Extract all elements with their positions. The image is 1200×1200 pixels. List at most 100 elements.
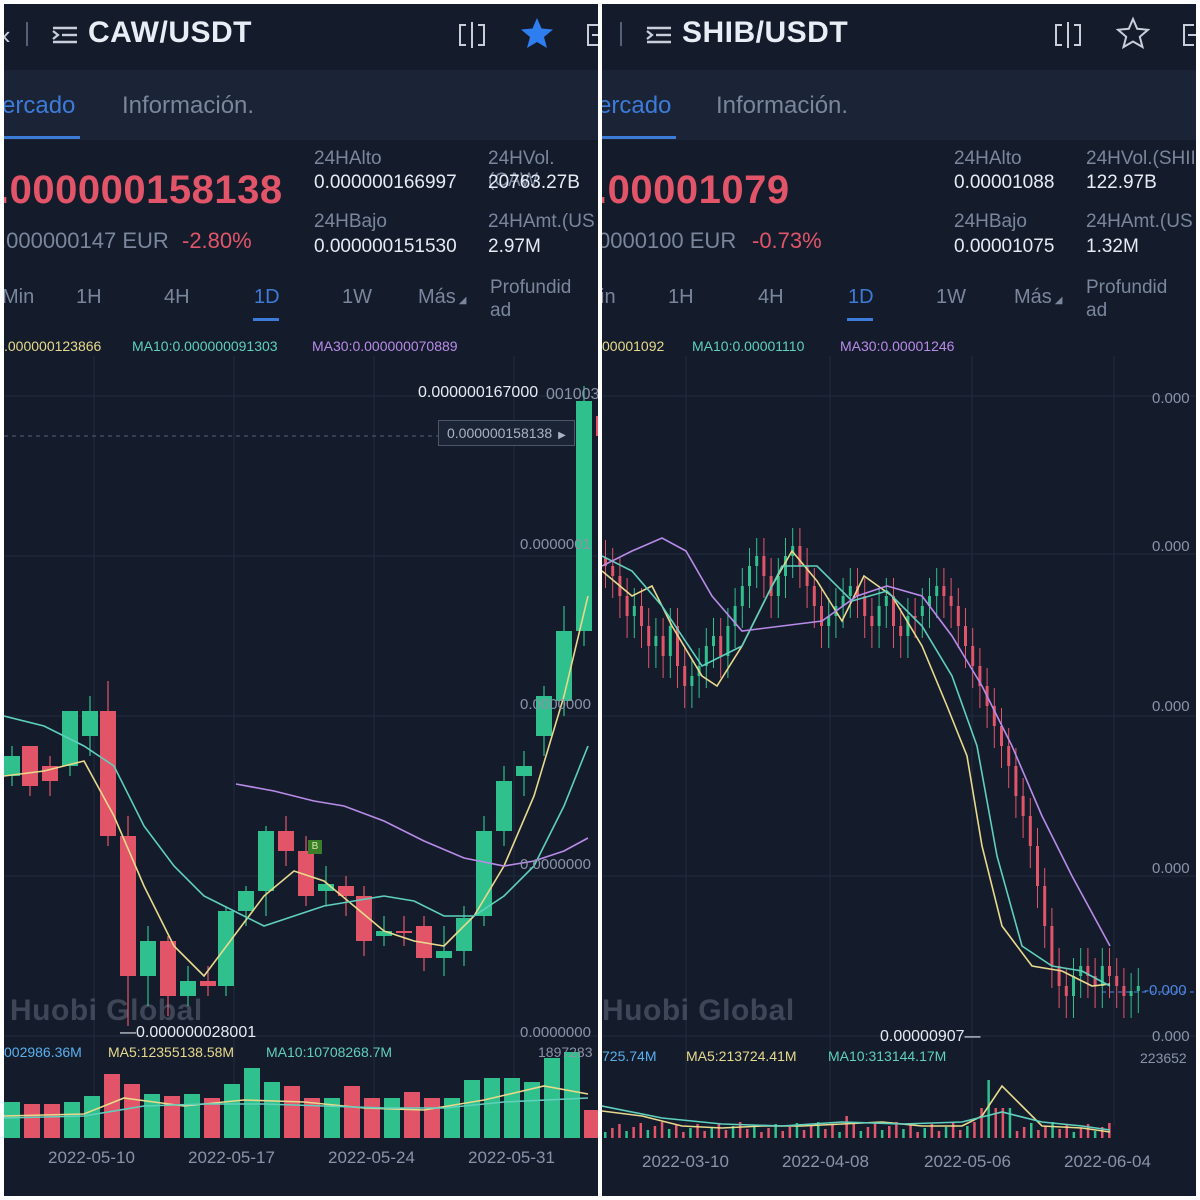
- depth-tab[interactable]: Profundid ad: [490, 277, 572, 321]
- volume-readout: 725.74M: [602, 1048, 657, 1064]
- candle-body: [22, 746, 38, 786]
- volume-bar: [646, 1130, 650, 1138]
- volume-bar: [802, 1130, 806, 1138]
- header: ‹ CAW/USDT: [4, 4, 598, 68]
- current-price-tag[interactable]: 0.000000158138 ▶: [438, 420, 575, 446]
- favorite-star-icon[interactable]: [520, 16, 554, 56]
- tab-underline: [602, 136, 676, 139]
- tab-informacion[interactable]: Información.: [716, 92, 849, 119]
- candle-body: [733, 606, 737, 626]
- tab-informacion[interactable]: Información.: [122, 92, 255, 119]
- eur-price: .000000147 EUR: [4, 228, 169, 253]
- volume-bar: [795, 1123, 799, 1138]
- ma30-line: [602, 537, 1111, 947]
- volume-bar: [675, 1125, 678, 1138]
- candle-body: [1014, 766, 1018, 796]
- date-label-2: 2022-04-08: [782, 1152, 869, 1171]
- back-arrow-icon[interactable]: ‹: [4, 20, 11, 50]
- pair-menu-icon[interactable]: [644, 20, 674, 56]
- volume-bar: [44, 1104, 60, 1138]
- candle-body: [762, 556, 766, 576]
- volume-bar: [1022, 1127, 1026, 1138]
- interval-1h[interactable]: 1H: [668, 286, 694, 308]
- volume-bar: [464, 1080, 480, 1138]
- candle-body: [611, 566, 615, 576]
- interval-min[interactable]: in: [602, 286, 616, 308]
- volume-label: 24HVol.(CAW: [488, 148, 555, 191]
- volume-bar: [951, 1123, 955, 1138]
- min-value: 0.000000028001: [136, 1024, 257, 1041]
- interval-1h[interactable]: 1H: [76, 286, 102, 308]
- volume-bar: [1044, 1126, 1047, 1138]
- tab-bar: ercado Información.: [602, 70, 1196, 140]
- candle-body: [278, 831, 294, 851]
- volume-bar: [244, 1068, 260, 1138]
- share-icon[interactable]: [584, 20, 598, 56]
- candle-body: [654, 636, 658, 646]
- buy-marker[interactable]: B: [308, 840, 322, 854]
- depth-tab[interactable]: Profundid ad: [1086, 277, 1168, 321]
- y-tick-3: 0.000: [1152, 698, 1190, 715]
- interval-1d[interactable]: 1D: [848, 286, 874, 308]
- play-triangle-icon: ▶: [558, 430, 566, 441]
- tab-mercado[interactable]: ercado: [4, 92, 76, 119]
- date-label-4: 2022-06-04: [1064, 1152, 1151, 1171]
- date-label-1: 2022-05-10: [48, 1148, 135, 1167]
- candle-body: [1000, 726, 1003, 746]
- dropdown-triangle-icon: ◢: [458, 295, 467, 306]
- date-label-3: 2022-05-06: [924, 1152, 1011, 1171]
- interval-more[interactable]: Más ◢: [1014, 286, 1063, 309]
- candle-body: [1021, 796, 1025, 816]
- ma5-line: [4, 595, 589, 978]
- candle-body: [1122, 986, 1126, 996]
- volume-bar: [625, 1131, 628, 1138]
- candle-body: [726, 626, 730, 656]
- eur-price: 0000100 EUR: [602, 228, 737, 253]
- ma5-line: [602, 549, 1111, 987]
- split-view-icon[interactable]: [1052, 20, 1084, 56]
- amount-value: 2.97M: [488, 236, 541, 257]
- volume-bar: [84, 1096, 100, 1138]
- volume-bar: [767, 1128, 770, 1138]
- interval-1w[interactable]: 1W: [936, 286, 966, 308]
- low-value: 0.00001075: [954, 236, 1055, 257]
- pair-menu-icon[interactable]: [50, 20, 80, 56]
- amount-label: 24HAmt.(US: [1086, 211, 1193, 232]
- interval-min[interactable]: Min: [4, 286, 35, 308]
- volume-bar: [24, 1104, 40, 1138]
- right-chart-svg: [602, 356, 1196, 1138]
- min-dash: —: [120, 1024, 136, 1041]
- candle-body: [978, 666, 982, 686]
- share-icon[interactable]: [1180, 20, 1196, 56]
- candlestick-chart[interactable]: .000000123866 MA10:0.000000091303 MA30:0…: [4, 326, 598, 1196]
- split-view-icon[interactable]: [456, 20, 488, 56]
- candle-body: [632, 606, 636, 616]
- volume-ma5-line: [4, 1085, 589, 1117]
- candle-body: [576, 401, 592, 631]
- huobi-watermark: Huobi Global: [602, 994, 795, 1027]
- tab-mercado[interactable]: ercado: [602, 92, 672, 119]
- candle-body: [100, 711, 116, 836]
- pair-title[interactable]: SHIB/USDT: [682, 16, 849, 49]
- candle-body: [456, 918, 472, 951]
- candle-body: [1115, 976, 1119, 986]
- candlestick-chart[interactable]: 00001092 MA10:0.00001110 MA30:0.00001246…: [602, 326, 1196, 1196]
- interval-1w[interactable]: 1W: [342, 286, 372, 308]
- candle-body: [180, 981, 196, 996]
- pair-title[interactable]: CAW/USDT: [88, 16, 252, 49]
- candle-body: [338, 886, 354, 896]
- favorite-star-outline-icon[interactable]: [1115, 16, 1151, 56]
- volume-bar: [1008, 1108, 1012, 1138]
- interval-4h[interactable]: 4H: [164, 286, 190, 308]
- volume-bar: [753, 1125, 756, 1138]
- volume-bar: [838, 1132, 841, 1138]
- volume-bar: [994, 1108, 997, 1138]
- amount-value: 1.32M: [1086, 236, 1139, 257]
- interval-more[interactable]: Más ◢: [418, 286, 467, 309]
- interval-4h[interactable]: 4H: [758, 286, 784, 308]
- volume-axis-value: 1897283: [538, 1044, 593, 1060]
- huobi-watermark: Huobi Global: [10, 994, 203, 1027]
- volume-bar: [1072, 1132, 1076, 1138]
- candle-body: [376, 931, 392, 936]
- interval-1d[interactable]: 1D: [254, 286, 280, 308]
